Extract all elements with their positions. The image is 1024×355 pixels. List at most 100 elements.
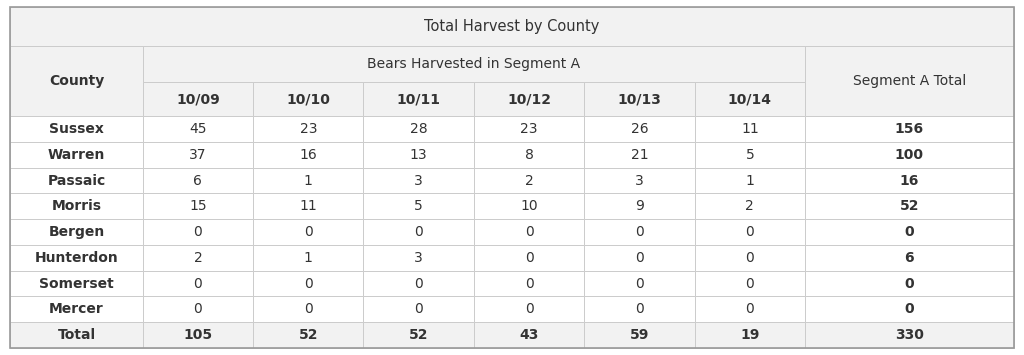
Text: 1: 1 bbox=[745, 174, 755, 187]
Bar bbox=[364, 271, 474, 296]
Text: 59: 59 bbox=[630, 328, 649, 342]
Bar bbox=[10, 245, 142, 271]
Bar bbox=[10, 142, 142, 168]
Bar bbox=[10, 168, 142, 193]
Text: 0: 0 bbox=[904, 277, 914, 290]
Text: 330: 330 bbox=[895, 328, 924, 342]
Bar bbox=[805, 219, 1014, 245]
Bar bbox=[694, 142, 805, 168]
Bar bbox=[253, 322, 364, 348]
Text: 0: 0 bbox=[745, 251, 755, 265]
Text: 10: 10 bbox=[520, 199, 538, 213]
Text: 16: 16 bbox=[299, 148, 317, 162]
Text: 0: 0 bbox=[635, 225, 644, 239]
Bar bbox=[694, 219, 805, 245]
Bar bbox=[474, 322, 585, 348]
Text: 0: 0 bbox=[415, 277, 423, 290]
Text: 0: 0 bbox=[194, 302, 203, 316]
Text: Mercer: Mercer bbox=[49, 302, 103, 316]
Text: Bears Harvested in Segment A: Bears Harvested in Segment A bbox=[368, 57, 581, 71]
Bar bbox=[10, 193, 142, 219]
Text: 26: 26 bbox=[631, 122, 648, 136]
Bar bbox=[585, 219, 694, 245]
Bar bbox=[474, 82, 585, 116]
Bar bbox=[474, 296, 585, 322]
Text: 23: 23 bbox=[300, 122, 317, 136]
Text: 3: 3 bbox=[635, 174, 644, 187]
Bar bbox=[10, 271, 142, 296]
Text: 10/11: 10/11 bbox=[396, 92, 440, 106]
Text: Hunterdon: Hunterdon bbox=[35, 251, 119, 265]
Bar bbox=[694, 116, 805, 142]
Text: 0: 0 bbox=[415, 225, 423, 239]
Text: 105: 105 bbox=[183, 328, 212, 342]
Bar bbox=[253, 245, 364, 271]
Bar bbox=[364, 142, 474, 168]
Text: 5: 5 bbox=[745, 148, 755, 162]
Text: 0: 0 bbox=[904, 302, 914, 316]
Bar bbox=[142, 142, 253, 168]
Bar bbox=[142, 193, 253, 219]
Text: Bergen: Bergen bbox=[48, 225, 104, 239]
Text: 1: 1 bbox=[304, 174, 312, 187]
Bar bbox=[10, 322, 142, 348]
Bar bbox=[364, 245, 474, 271]
Bar bbox=[142, 82, 253, 116]
Text: 11: 11 bbox=[741, 122, 759, 136]
Text: 0: 0 bbox=[524, 277, 534, 290]
Bar bbox=[253, 142, 364, 168]
Bar bbox=[364, 296, 474, 322]
Bar bbox=[253, 271, 364, 296]
Text: Total: Total bbox=[57, 328, 95, 342]
Text: 10/13: 10/13 bbox=[617, 92, 662, 106]
Bar bbox=[694, 193, 805, 219]
Bar bbox=[585, 245, 694, 271]
Bar bbox=[585, 322, 694, 348]
Bar bbox=[142, 296, 253, 322]
Text: 6: 6 bbox=[904, 251, 914, 265]
Text: 0: 0 bbox=[635, 251, 644, 265]
Bar bbox=[253, 82, 364, 116]
Text: 0: 0 bbox=[635, 277, 644, 290]
Text: 37: 37 bbox=[189, 148, 207, 162]
Text: Sussex: Sussex bbox=[49, 122, 103, 136]
Text: 0: 0 bbox=[745, 302, 755, 316]
Text: 3: 3 bbox=[415, 174, 423, 187]
Bar bbox=[694, 168, 805, 193]
Text: Total Harvest by County: Total Harvest by County bbox=[424, 19, 600, 34]
Bar bbox=[805, 168, 1014, 193]
Text: 13: 13 bbox=[410, 148, 427, 162]
Text: 10/09: 10/09 bbox=[176, 92, 220, 106]
Bar bbox=[694, 245, 805, 271]
Text: 156: 156 bbox=[895, 122, 924, 136]
Text: 6: 6 bbox=[194, 174, 203, 187]
Text: 1: 1 bbox=[304, 251, 312, 265]
Bar bbox=[253, 219, 364, 245]
Text: 10/12: 10/12 bbox=[507, 92, 551, 106]
Bar bbox=[142, 46, 805, 82]
Bar bbox=[585, 116, 694, 142]
Text: 0: 0 bbox=[745, 225, 755, 239]
Text: 23: 23 bbox=[520, 122, 538, 136]
Bar bbox=[805, 296, 1014, 322]
Text: Morris: Morris bbox=[51, 199, 101, 213]
Text: Somerset: Somerset bbox=[39, 277, 114, 290]
Text: County: County bbox=[49, 74, 104, 88]
Bar bbox=[805, 116, 1014, 142]
Bar bbox=[694, 322, 805, 348]
Bar bbox=[10, 46, 142, 116]
Text: 0: 0 bbox=[635, 302, 644, 316]
Bar bbox=[142, 116, 253, 142]
Text: 52: 52 bbox=[409, 328, 428, 342]
Text: 28: 28 bbox=[410, 122, 427, 136]
Bar bbox=[474, 116, 585, 142]
Text: 52: 52 bbox=[299, 328, 318, 342]
Bar bbox=[142, 245, 253, 271]
Text: 43: 43 bbox=[519, 328, 539, 342]
Bar bbox=[253, 296, 364, 322]
Text: 0: 0 bbox=[194, 277, 203, 290]
Bar bbox=[805, 245, 1014, 271]
Text: 2: 2 bbox=[524, 174, 534, 187]
Text: 52: 52 bbox=[900, 199, 920, 213]
Text: 0: 0 bbox=[304, 277, 312, 290]
